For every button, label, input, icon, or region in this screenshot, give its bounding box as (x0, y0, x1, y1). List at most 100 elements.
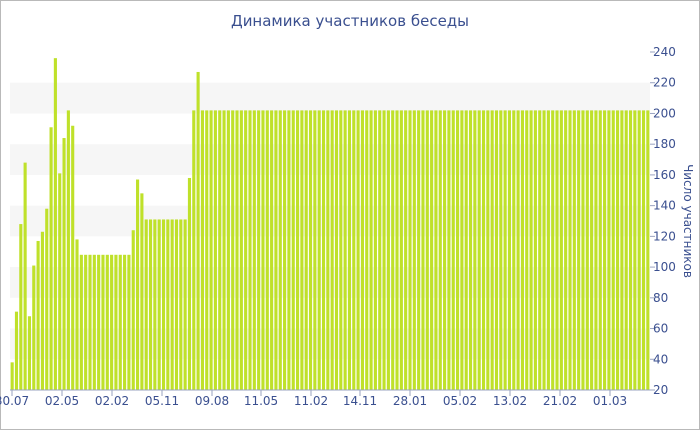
bar (161, 219, 166, 390)
bar (347, 110, 352, 390)
bar (239, 110, 243, 390)
bar (283, 110, 287, 390)
bar (641, 110, 646, 390)
bar (45, 208, 49, 390)
x-tick-label: 21.02 (543, 394, 577, 408)
bar (183, 219, 187, 390)
bar (23, 162, 27, 390)
bar (97, 254, 101, 390)
bar (334, 110, 339, 390)
bar (646, 110, 650, 390)
bar (564, 110, 568, 390)
bar (546, 110, 550, 390)
bar (36, 240, 40, 390)
bar (568, 110, 572, 390)
bar (520, 110, 524, 390)
x-tick-label: 28.01 (393, 394, 427, 408)
bar (443, 110, 447, 390)
bar (200, 110, 204, 390)
bar (92, 254, 96, 390)
bar (88, 254, 92, 390)
bar (585, 110, 589, 390)
bar (438, 110, 442, 390)
bar (209, 110, 213, 390)
bar (75, 239, 79, 390)
y-tick-label: 20 (653, 383, 668, 397)
bar (481, 110, 486, 390)
bar (296, 110, 300, 390)
bar (218, 110, 222, 390)
bar (603, 110, 607, 390)
bar (352, 110, 356, 390)
bar (308, 110, 313, 390)
bar (40, 231, 44, 390)
x-tick-label: 09.08 (195, 394, 229, 408)
bar (287, 110, 291, 390)
bar (555, 110, 559, 390)
bar (300, 110, 304, 390)
bar (278, 110, 282, 390)
bar (317, 110, 321, 390)
x-ticks: 30.07 02.05 02.02 05.11 09.08 11.05 11.02 14.11… (0, 390, 627, 408)
bar (231, 110, 235, 390)
bar (153, 219, 157, 390)
bar (386, 110, 390, 390)
y-tick-label: 40 (653, 352, 668, 366)
bar (499, 110, 503, 390)
bar (512, 110, 516, 390)
chart-title: Динамика участников беседы (230, 12, 470, 30)
bar (19, 224, 23, 390)
bar (611, 110, 615, 390)
bar (79, 254, 83, 390)
bar (127, 254, 131, 390)
bar (607, 110, 611, 390)
bar (447, 110, 451, 390)
y-tick-label: 120 (653, 229, 676, 243)
x-tick-label: 11.05 (244, 394, 278, 408)
bar (304, 110, 308, 390)
y-tick-label: 200 (653, 106, 676, 120)
bar (538, 110, 542, 390)
bar (378, 110, 382, 390)
bar (430, 110, 434, 390)
bar (49, 127, 53, 390)
grid-band (10, 82, 650, 114)
x-tick-label: 02.05 (45, 394, 79, 408)
bar (148, 219, 153, 390)
bar (620, 110, 624, 390)
bar (110, 254, 114, 390)
x-tick-label: 05.02 (443, 394, 477, 408)
bar (572, 110, 576, 390)
bar (412, 110, 416, 390)
y-tick-label: 80 (653, 291, 668, 305)
bar (507, 110, 512, 390)
bar (533, 110, 537, 390)
bar (360, 110, 364, 390)
bar (391, 110, 395, 390)
y-ticks: 20 40 60 80 100 120 140 160 180 200 220 240 (650, 45, 676, 397)
x-tick-label: 30.07 (0, 394, 29, 408)
bar (460, 110, 464, 390)
x-tick-label: 05.11 (145, 394, 179, 408)
bar (417, 110, 421, 390)
bar (395, 110, 399, 390)
bar (265, 110, 269, 390)
bar (616, 110, 620, 390)
bar (594, 110, 598, 390)
bar (339, 110, 343, 390)
bar (174, 219, 179, 390)
bar (226, 110, 230, 390)
bar (633, 110, 637, 390)
bar (291, 110, 295, 390)
bar (179, 219, 183, 390)
bar (321, 110, 326, 390)
bar (551, 110, 555, 390)
bar (136, 179, 140, 390)
bar (166, 219, 170, 390)
bar (421, 110, 425, 390)
bar (343, 110, 347, 390)
bar (637, 110, 641, 390)
bar (425, 110, 429, 390)
bar (71, 125, 75, 390)
